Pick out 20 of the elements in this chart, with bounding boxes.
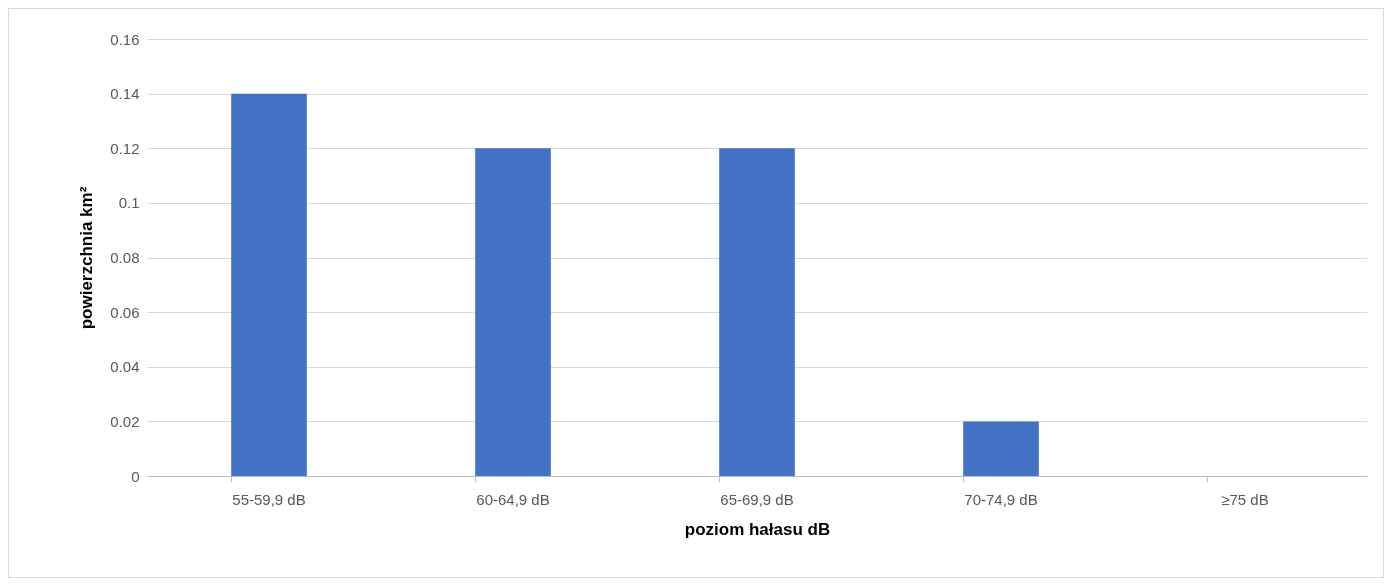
y-tick-label: 0.02 bbox=[110, 412, 140, 430]
y-tick-label: 0.16 bbox=[110, 30, 140, 48]
x-tick-label: 65-69,9 dB bbox=[720, 490, 794, 508]
bar bbox=[475, 148, 551, 476]
y-tick-label: 0.1 bbox=[118, 194, 140, 212]
x-tick-label: 55-59,9 dB bbox=[232, 490, 306, 508]
x-tick-label: ≥75 dB bbox=[1221, 490, 1269, 508]
x-tick-label: 60-64,9 dB bbox=[476, 490, 550, 508]
bar bbox=[719, 148, 795, 476]
bar bbox=[231, 93, 307, 476]
x-axis-title: poziom hałasu dB bbox=[684, 519, 831, 539]
y-tick-label: 0.08 bbox=[110, 249, 140, 266]
x-tick-label: 70-74,9 dB bbox=[964, 490, 1038, 508]
y-tick-label: 0 bbox=[131, 467, 140, 485]
y-tick-label: 0.14 bbox=[110, 85, 140, 103]
y-tick-label: 0.04 bbox=[110, 358, 140, 376]
y-axis-title: powierzchnia km² bbox=[77, 186, 97, 330]
y-tick-label: 0.06 bbox=[110, 303, 140, 321]
y-tick-label: 0.12 bbox=[110, 139, 140, 157]
bar bbox=[963, 421, 1039, 476]
